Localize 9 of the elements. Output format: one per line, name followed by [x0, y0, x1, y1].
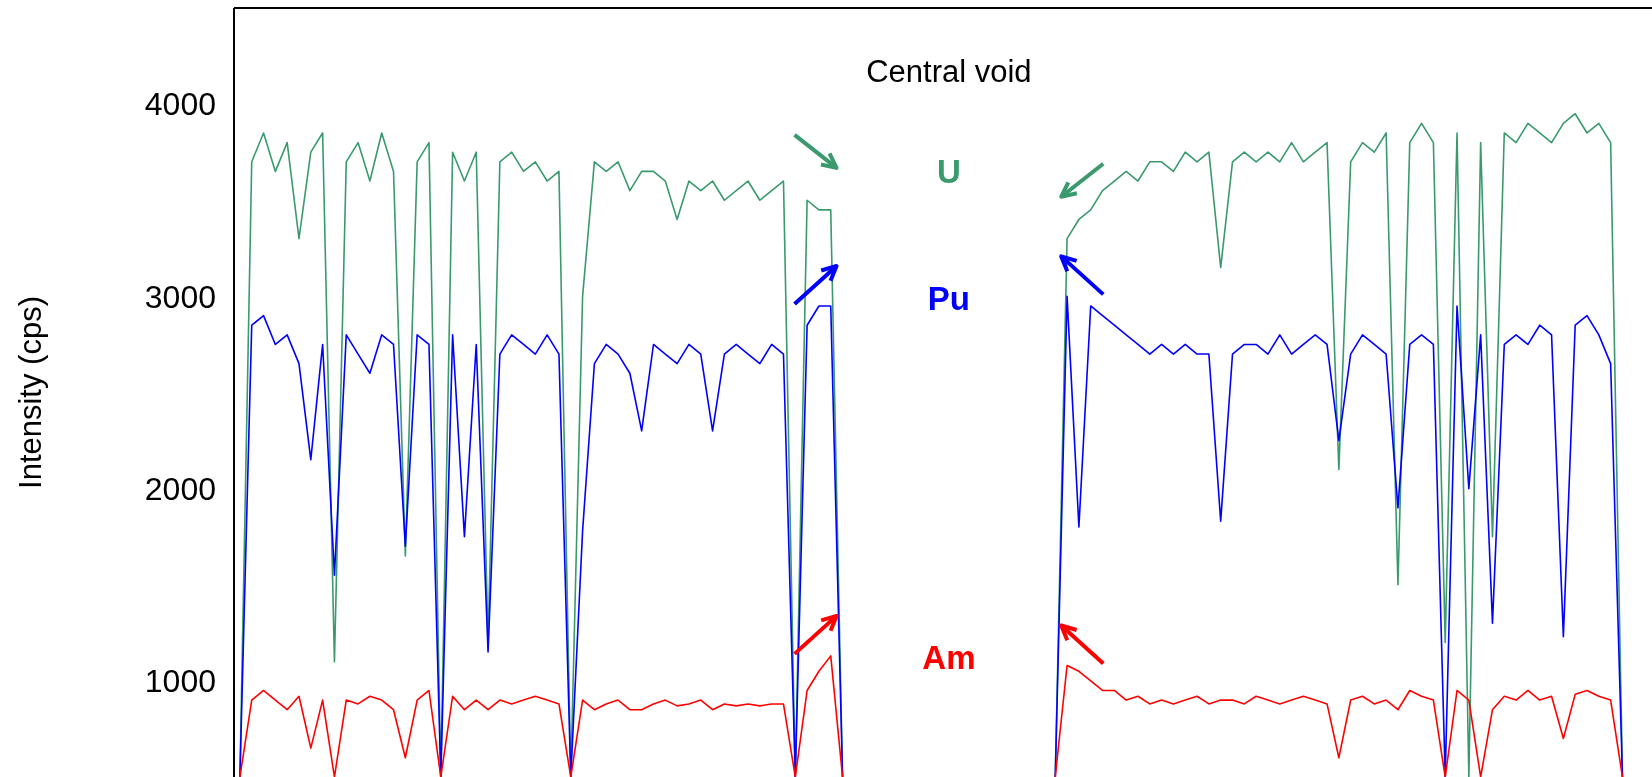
y-tick-label: 1000: [144, 663, 216, 700]
text: Am: [922, 639, 976, 677]
y-tick-label: 3000: [144, 278, 216, 315]
annotation: Central void: [866, 54, 1032, 90]
text: Pu: [927, 279, 970, 317]
y-axis-title: Intensity (cps): [13, 296, 49, 489]
y-tick-label: 2000: [144, 470, 216, 507]
y-tick-label: 4000: [144, 86, 216, 123]
text: U: [936, 153, 961, 190]
